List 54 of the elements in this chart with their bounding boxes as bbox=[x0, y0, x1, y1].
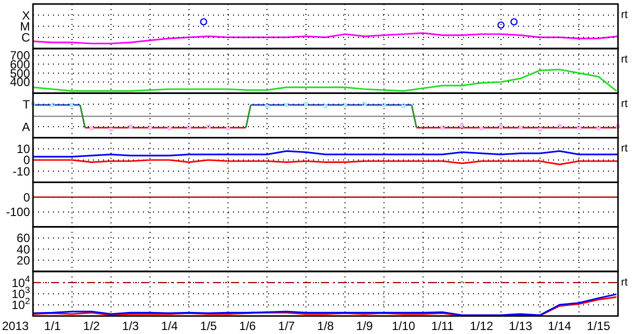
point bbox=[558, 124, 562, 128]
x-tick-label: 1/9 bbox=[356, 319, 374, 333]
text: T bbox=[22, 97, 31, 112]
text: rt bbox=[621, 142, 628, 155]
text: A bbox=[22, 120, 30, 134]
point bbox=[577, 126, 581, 130]
text: rt bbox=[621, 9, 628, 21]
y-tick-label: -100 bbox=[6, 205, 30, 220]
point bbox=[402, 104, 406, 108]
point bbox=[265, 104, 269, 108]
point bbox=[206, 124, 210, 128]
x-tick-label: 1/1 bbox=[44, 319, 62, 333]
point bbox=[284, 102, 288, 107]
x-tick-label: 1/3 bbox=[122, 319, 140, 333]
x-tick-label: 1/4 bbox=[161, 319, 178, 333]
point bbox=[518, 126, 522, 130]
point bbox=[499, 124, 503, 128]
x-tick-label: 1/2 bbox=[83, 319, 100, 333]
point bbox=[168, 126, 172, 130]
x-tick-label: 1/7 bbox=[278, 319, 296, 333]
point bbox=[70, 102, 74, 107]
point bbox=[226, 126, 230, 130]
point bbox=[187, 126, 191, 130]
point bbox=[90, 126, 94, 130]
point bbox=[304, 102, 308, 106]
point bbox=[382, 102, 386, 107]
point bbox=[128, 124, 132, 128]
x-tick-label: 1/13 bbox=[508, 319, 532, 333]
point bbox=[50, 102, 54, 107]
x-tick-label: 1/6 bbox=[239, 319, 256, 333]
point bbox=[148, 126, 152, 130]
text: C bbox=[21, 30, 30, 45]
point bbox=[362, 102, 366, 106]
text: rt bbox=[621, 276, 628, 288]
y-tick-label: 0 bbox=[23, 190, 30, 204]
point bbox=[596, 126, 600, 130]
x-tick-label: 1/5 bbox=[200, 319, 218, 333]
text: rt bbox=[621, 54, 628, 66]
point bbox=[324, 104, 328, 108]
x-tick-label: 1/12 bbox=[470, 319, 494, 333]
point bbox=[480, 126, 484, 130]
x-tick-label: 1/14 bbox=[548, 319, 572, 333]
point bbox=[440, 126, 444, 130]
point bbox=[460, 124, 464, 128]
x-tick-label: 1/15 bbox=[586, 319, 610, 333]
x-axis-title: 2013 bbox=[2, 319, 30, 333]
point bbox=[538, 128, 542, 132]
x-tick-label: 1/11 bbox=[431, 319, 454, 333]
line-series bbox=[32, 68, 618, 92]
x-tick-label: 1/8 bbox=[317, 319, 334, 333]
text: rt bbox=[621, 98, 628, 110]
point bbox=[109, 128, 113, 132]
x-tick-label: 1/10 bbox=[392, 319, 416, 333]
point bbox=[343, 102, 347, 107]
